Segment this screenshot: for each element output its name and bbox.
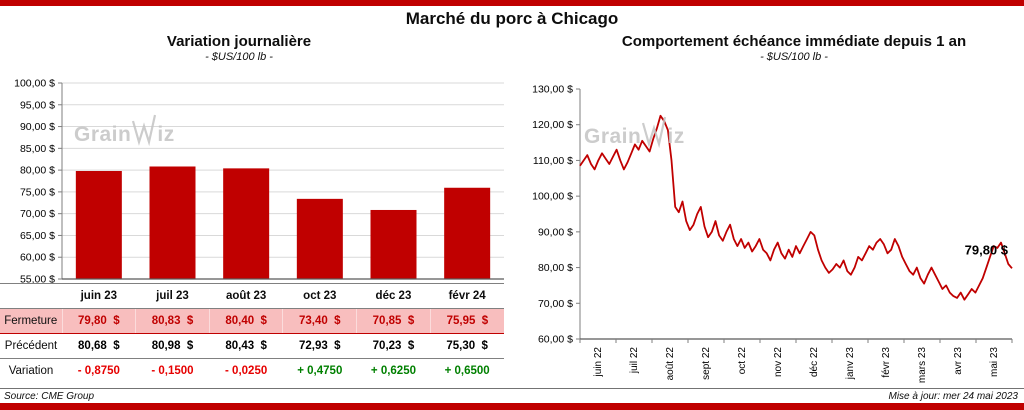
svg-text:août 22: août 22 <box>665 347 676 381</box>
column-header: juin 23 <box>62 283 136 309</box>
row-label-precedent: Précédent <box>0 333 62 359</box>
variation-cell: - 0,8750 <box>77 365 120 378</box>
svg-text:100,00 $: 100,00 $ <box>14 78 55 90</box>
left-chart-header: Variation journalière - $US/100 lb - <box>0 33 478 69</box>
svg-text:55,00 $: 55,00 $ <box>20 274 55 284</box>
variation-cell: + 0,4750 <box>297 365 343 378</box>
svg-text:févr 23: févr 23 <box>881 347 892 378</box>
variation-cell: + 0,6250 <box>370 365 416 378</box>
svg-text:110,00 $: 110,00 $ <box>533 155 573 167</box>
svg-text:120,00 $: 120,00 $ <box>532 119 573 131</box>
page-title: Marché du porc à Chicago <box>405 9 619 28</box>
precedent-cell: 80,68 $ <box>62 333 136 359</box>
precedent-cell: 80,98 $ <box>135 333 210 359</box>
table-row-precedent: Précédent 80,68 $ 80,98 $ 80,43 $ 72,93 … <box>0 333 504 359</box>
bottom-red-bar <box>0 403 1024 410</box>
table-header-row: juin 23 juil 23 août 23 oct 23 déc 23 fé… <box>0 283 504 309</box>
svg-text:60,00 $: 60,00 $ <box>20 252 55 264</box>
svg-text:130,00 $: 130,00 $ <box>532 84 573 96</box>
svg-text:oct 22: oct 22 <box>737 347 748 375</box>
svg-text:mars 23: mars 23 <box>917 347 928 384</box>
source-note: Source: CME Group <box>4 391 95 402</box>
line-chart: 60,00 $ 70,00 $ 80,00 $ 90,00 $ 100,00 $ 110,… <box>532 84 1013 384</box>
svg-text:80,00 $: 80,00 $ <box>20 165 55 177</box>
left-chart-title: Variation journalière <box>166 33 312 50</box>
column-header: oct 23 <box>282 283 357 309</box>
svg-text:95,00 $: 95,00 $ <box>20 99 55 111</box>
svg-text:90,00 $: 90,00 $ <box>20 121 55 133</box>
svg-text:déc 22: déc 22 <box>809 347 820 377</box>
price-table: juin 23 juil 23 août 23 oct 23 déc 23 fé… <box>0 283 504 384</box>
svg-text:70,00 $: 70,00 $ <box>20 208 55 220</box>
fermeture-cell: 75,95 $ <box>429 308 504 334</box>
column-header: août 23 <box>209 283 283 309</box>
row-label-fermeture: Fermeture <box>0 308 62 334</box>
svg-text:60,00 $: 60,00 $ <box>538 334 573 346</box>
fermeture-cell: 80,40 $ <box>208 308 283 334</box>
svg-text:70,00 $: 70,00 $ <box>538 298 573 310</box>
content: Variation journalière - $US/100 lb - 55,… <box>0 33 1024 389</box>
svg-text:nov 22: nov 22 <box>773 347 784 377</box>
fermeture-cell: 79,80 $ <box>61 308 136 334</box>
variation-cell: - 0,1500 <box>151 365 194 378</box>
precedent-cell: 80,43 $ <box>209 333 283 359</box>
left-chart-subtitle: - $US/100 lb - <box>205 51 273 63</box>
table-corner-cell <box>0 283 62 309</box>
svg-text:85,00 $: 85,00 $ <box>20 143 55 155</box>
daily-variation-section: Variation journalière - $US/100 lb - 55,… <box>0 33 512 389</box>
top-red-bar <box>0 0 1024 6</box>
svg-text:90,00 $: 90,00 $ <box>538 226 573 238</box>
svg-text:65,00 $: 65,00 $ <box>20 230 55 242</box>
variation-cell: - 0,0250 <box>225 365 268 378</box>
svg-text:79,80 $: 79,80 $ <box>965 242 1009 257</box>
svg-text:75,00 $: 75,00 $ <box>20 186 55 198</box>
svg-text:sept 22: sept 22 <box>701 347 712 380</box>
precedent-cell: 70,23 $ <box>356 333 431 359</box>
svg-text:80,00 $: 80,00 $ <box>538 262 573 274</box>
column-header: févr 24 <box>430 283 504 309</box>
precedent-cell: 72,93 $ <box>282 333 357 359</box>
fermeture-cell: 80,83 $ <box>135 308 210 334</box>
svg-text:juin 22: juin 22 <box>593 347 604 378</box>
right-chart-title: Comportement échéance immédiate depuis 1… <box>621 33 967 50</box>
svg-text:100,00 $: 100,00 $ <box>532 191 573 203</box>
precedent-cell: 75,30 $ <box>430 333 504 359</box>
svg-text:janv 23: janv 23 <box>845 347 856 381</box>
footer: Source: CME Group Mise à jour: mer 24 ma… <box>0 388 1024 403</box>
bar-chart: 55,00 $ 60,00 $ 65,00 $ 70,00 $ 75,00 $ 80,00… <box>14 78 504 284</box>
trend-section: Comportement échéance immédiate depuis 1… <box>512 33 1024 389</box>
right-chart-header: Comportement échéance immédiate depuis 1… <box>568 33 1020 69</box>
bar-chart-area: 55,00 $ 60,00 $ 65,00 $ 70,00 $ 75,00 $ 80,00… <box>0 69 512 283</box>
update-note: Mise à jour: mer 24 mai 2023 <box>888 391 1018 402</box>
right-chart-subtitle: - $US/100 lb - <box>760 51 828 63</box>
column-header: déc 23 <box>356 283 431 309</box>
line-chart-area: 60,00 $ 70,00 $ 80,00 $ 90,00 $ 100,00 $ 110,… <box>512 69 1024 389</box>
table-row-variation: Variation - 0,8750 - 0,1500 - 0,0250 + 0… <box>0 359 504 384</box>
table-row-fermeture: Fermeture 79,80 $ 80,83 $ 80,40 $ 73,40 … <box>0 308 504 334</box>
svg-text:mai 23: mai 23 <box>989 347 1000 377</box>
svg-text:juil 22: juil 22 <box>629 347 640 375</box>
row-label-variation: Variation <box>8 365 54 378</box>
column-header: juil 23 <box>135 283 210 309</box>
variation-cell: + 0,6500 <box>444 365 490 378</box>
fermeture-cell: 73,40 $ <box>282 308 357 334</box>
fermeture-cell: 70,85 $ <box>356 308 431 334</box>
svg-text:avr 23: avr 23 <box>953 347 964 375</box>
